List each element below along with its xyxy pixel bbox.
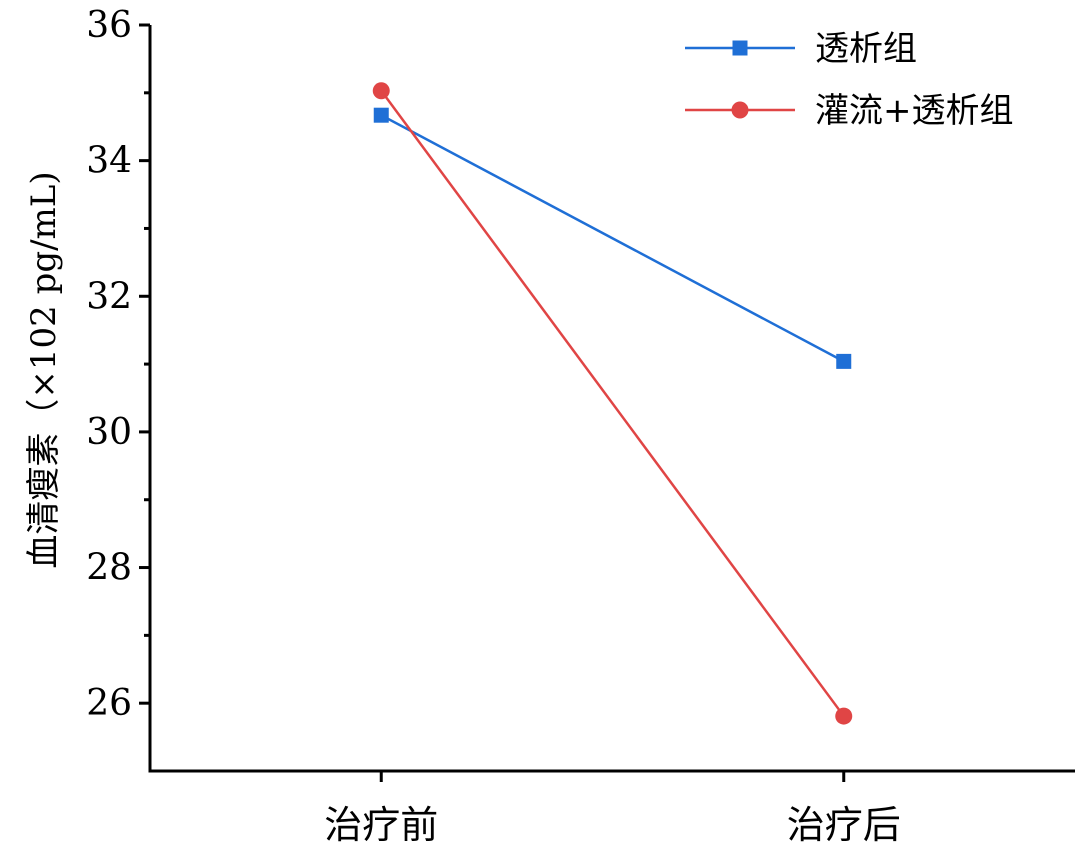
circle-marker <box>731 101 749 119</box>
circle-marker <box>835 707 853 725</box>
y-tick-label: 28 <box>86 548 132 589</box>
series-1 <box>372 82 853 725</box>
series-line <box>380 114 845 363</box>
legend-label: 灌流+透析组 <box>815 91 1014 131</box>
series-0 <box>373 107 852 369</box>
y-tick-label: 36 <box>86 5 132 46</box>
x-tick-label: 治疗前 <box>324 803 438 847</box>
square-marker <box>373 107 389 123</box>
legend-item: 透析组 <box>685 29 917 69</box>
circle-marker <box>372 82 390 100</box>
y-axis-label: 血清瘦素（×102 pg/mL) <box>24 171 64 568</box>
square-marker <box>732 40 748 56</box>
y-tick-label: 32 <box>86 276 132 317</box>
legend-label: 透析组 <box>815 29 917 69</box>
square-marker <box>836 353 852 369</box>
x-tick-label: 治疗后 <box>787 803 901 847</box>
y-tick-label: 26 <box>86 683 132 724</box>
series-line <box>380 90 845 717</box>
y-tick-label: 30 <box>86 412 132 453</box>
y-tick-label: 34 <box>86 141 132 182</box>
legend-item: 灌流+透析组 <box>685 91 1014 131</box>
